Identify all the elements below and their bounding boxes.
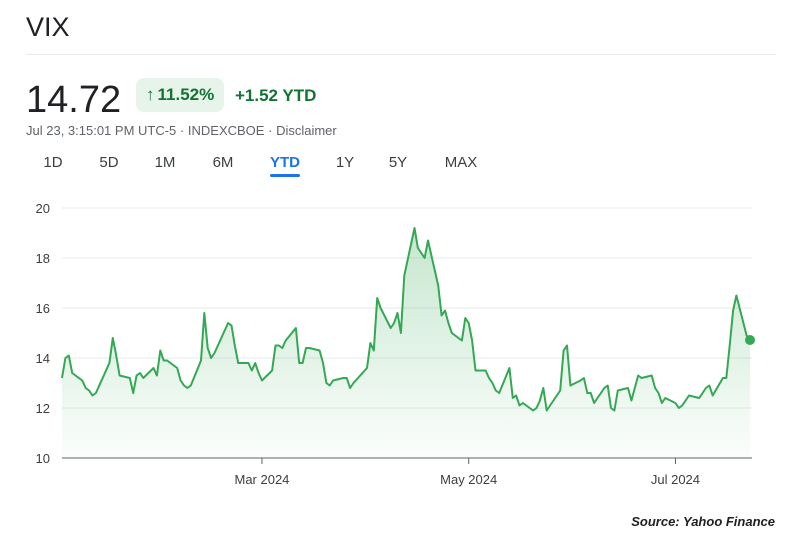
tab-1y[interactable]: 1Y xyxy=(335,154,355,171)
tab-1d[interactable]: 1D xyxy=(43,154,63,171)
quote-exchange: INDEXCBOE xyxy=(187,123,265,138)
vix-chart: 10 12 14 16 18 20 Mar 2024 May 2024 Jul 2024 xyxy=(36,201,755,487)
y-tick-label: 12 xyxy=(36,401,50,416)
change-percent-badge: ↑ 11.52% xyxy=(136,78,225,112)
tab-6m[interactable]: 6M xyxy=(212,154,234,171)
meta-separator: · xyxy=(268,123,273,138)
active-tab-indicator xyxy=(270,174,300,177)
page-title: VIX xyxy=(26,12,70,42)
series-area-fill xyxy=(62,228,750,458)
tab-5y[interactable]: 5Y xyxy=(388,154,408,171)
x-tick-label: Mar 2024 xyxy=(234,472,289,487)
y-tick-label: 14 xyxy=(36,351,50,366)
y-tick-label: 10 xyxy=(36,451,50,466)
quote-meta: Jul 23, 3:15:01 PM UTC-5 · INDEXCBOE · D… xyxy=(26,123,337,138)
x-tick-label: May 2024 xyxy=(440,472,497,487)
source-credit: Source: Yahoo Finance xyxy=(631,514,775,529)
change-percent-value: 11.52% xyxy=(157,85,215,104)
tab-ytd[interactable]: YTD xyxy=(270,154,300,171)
disclaimer-link[interactable]: Disclaimer xyxy=(276,123,337,138)
ytd-change: +1.52 YTD xyxy=(235,86,317,105)
y-tick-label: 16 xyxy=(36,301,50,316)
tab-1m[interactable]: 1M xyxy=(154,154,176,171)
y-tick-label: 20 xyxy=(36,201,50,216)
tab-5d[interactable]: 5D xyxy=(99,154,119,171)
arrow-up-icon: ↑ xyxy=(146,85,155,104)
meta-separator: · xyxy=(179,123,185,138)
quote-timestamp: Jul 23, 3:15:01 PM UTC-5 xyxy=(26,123,177,138)
tab-max[interactable]: MAX xyxy=(444,154,478,171)
series-line xyxy=(61,227,751,412)
current-price: 14.72 xyxy=(26,79,122,121)
title-divider xyxy=(26,54,776,55)
y-tick-label: 18 xyxy=(36,251,50,266)
x-tick-label: Jul 2024 xyxy=(651,472,700,487)
current-value-point xyxy=(745,335,755,345)
